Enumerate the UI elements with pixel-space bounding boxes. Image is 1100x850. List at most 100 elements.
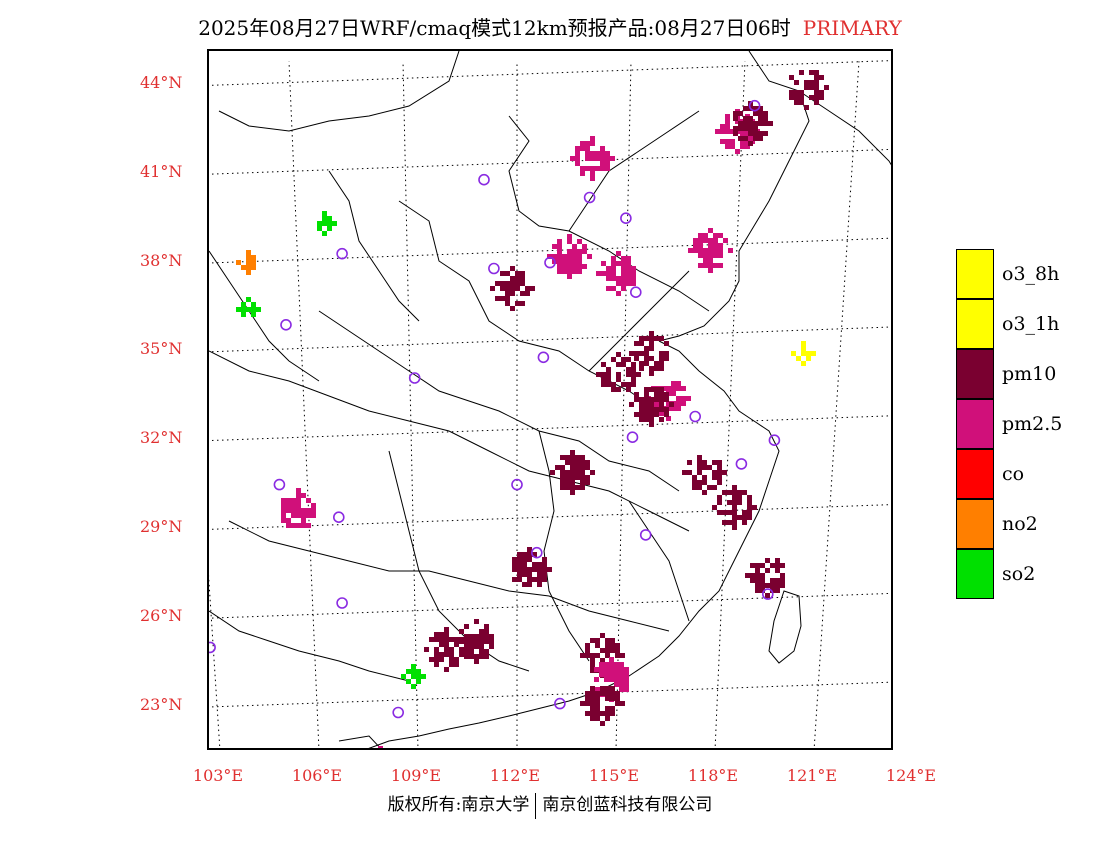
- pollution-cell: [693, 238, 698, 243]
- pollution-cell: [605, 706, 610, 711]
- pollution-cell: [515, 286, 520, 291]
- pollution-cell: [794, 95, 799, 100]
- pollution-patch: [745, 558, 785, 598]
- pollution-cell: [743, 106, 748, 111]
- pollution-cell: [600, 721, 605, 726]
- pollution-cell: [644, 356, 649, 361]
- pollution-cell: [698, 263, 703, 268]
- pollution-cell: [542, 562, 547, 567]
- pollution-cell: [708, 238, 713, 243]
- pollution-cell: [606, 286, 611, 291]
- pollution-cell: [327, 226, 332, 231]
- pollution-cell: [474, 639, 479, 644]
- legend-swatch: [956, 399, 994, 449]
- pollution-cell: [626, 357, 631, 362]
- pollution-cell: [671, 386, 676, 391]
- pollution-cell: [687, 460, 692, 465]
- pollution-cell: [522, 567, 527, 572]
- pollution-cell: [378, 746, 383, 748]
- pollution-cell: [664, 341, 669, 346]
- pollution-cell: [515, 281, 520, 286]
- pollution-cell: [590, 151, 595, 156]
- station-marker: [280, 318, 292, 331]
- pollution-cell: [692, 475, 697, 480]
- legend-label: so2: [1002, 563, 1036, 585]
- legend-swatch: [956, 549, 994, 599]
- pollution-cell: [595, 711, 600, 716]
- station-marker: [629, 286, 642, 298]
- pollution-cell: [585, 701, 590, 706]
- pollution-cell: [306, 513, 311, 518]
- pollution-cell: [723, 238, 728, 243]
- pollution-cell: [697, 455, 702, 460]
- pollution-cell: [610, 706, 615, 711]
- pollution-cell: [317, 221, 322, 226]
- pollution-cell: [454, 639, 459, 644]
- pollution-cell: [804, 85, 809, 90]
- pollution-cell: [565, 480, 570, 485]
- border-northeast: [798, 90, 891, 166]
- pollution-cell: [649, 371, 654, 376]
- pollution-cell: [600, 658, 605, 663]
- pollution-cell: [742, 510, 747, 515]
- pollution-cell: [401, 674, 406, 679]
- pollution-cell: [327, 216, 332, 221]
- pollution-patch: [550, 450, 595, 495]
- pollution-cell: [484, 639, 489, 644]
- pollution-cell: [794, 90, 799, 95]
- pollution-cell: [527, 547, 532, 552]
- pollution-cell: [765, 583, 770, 588]
- legend-label: o3_8h: [1002, 263, 1060, 285]
- pollution-cell: [631, 271, 636, 276]
- taiwan-island: [768, 590, 802, 664]
- pollution-cell: [732, 505, 737, 510]
- pollution-cell: [520, 276, 525, 281]
- pollution-cell: [753, 106, 758, 111]
- pollution-cell: [626, 266, 631, 271]
- pollution-cell: [620, 701, 625, 706]
- pollution-cell: [735, 119, 740, 124]
- pollution-cell: [799, 70, 804, 75]
- pollution-cell: [639, 336, 644, 341]
- pollution-cell: [291, 508, 296, 513]
- pollution-cell: [649, 407, 654, 412]
- pollution-cell: [634, 341, 639, 346]
- pollution-cell: [580, 141, 585, 146]
- pollution-cell: [281, 508, 286, 513]
- pollution-cell: [732, 485, 737, 490]
- pollution-cell: [542, 572, 547, 577]
- pollution-cell: [649, 331, 654, 336]
- pollution-cell: [610, 691, 615, 696]
- pollution-cell: [610, 648, 615, 653]
- pollution-cell: [626, 276, 631, 281]
- station-marker: [408, 372, 421, 384]
- pollution-cell: [681, 396, 686, 401]
- pollution-cell: [464, 634, 469, 639]
- pollution-cell: [515, 276, 520, 281]
- pollution-cell: [615, 653, 620, 658]
- pollution-cell: [755, 583, 760, 588]
- pollution-cell: [332, 221, 337, 226]
- pollution-cell: [722, 470, 727, 475]
- pollution-cell: [570, 480, 575, 485]
- pollution-cell: [615, 696, 620, 701]
- pollution-cell: [755, 568, 760, 573]
- longitude-gridline: [813, 61, 860, 748]
- pollution-cell: [590, 658, 595, 663]
- pollution-cell: [727, 520, 732, 525]
- pollution-cell: [621, 266, 626, 271]
- pollution-cell: [464, 644, 469, 649]
- pollution-cell: [616, 276, 621, 281]
- national-border-north: [218, 51, 460, 132]
- pollution-cell: [609, 672, 614, 677]
- map-title: 2025年08月27日WRF/cmaq模式12km预报产品:08月27日06时 P…: [0, 12, 1100, 41]
- pollution-cell: [708, 263, 713, 268]
- pollution-cell: [490, 286, 495, 291]
- pollution-cell: [306, 508, 311, 513]
- pollution-cell: [814, 80, 819, 85]
- pollution-cell: [601, 382, 606, 387]
- pollution-cell: [557, 239, 562, 244]
- pollution-cell: [624, 667, 629, 672]
- pollution-cell: [517, 577, 522, 582]
- pollution-cell: [748, 116, 753, 121]
